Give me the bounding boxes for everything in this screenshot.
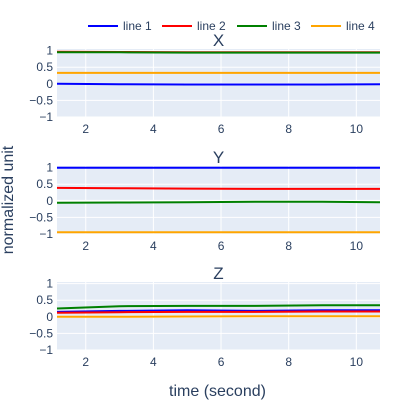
legend: line 1 line 2 line 3 line 4 xyxy=(88,19,375,33)
subplot-title-y: Y xyxy=(213,148,224,167)
y-tick-label: −1 xyxy=(39,227,53,241)
series-line-z-line-4 xyxy=(57,315,380,318)
y-tick-label: −1 xyxy=(39,343,53,357)
y-tick-label: 0 xyxy=(46,194,53,208)
y-tick-label: −1 xyxy=(39,110,53,124)
y-axis-title: normalized unit xyxy=(0,145,17,254)
series-line-y-line-3 xyxy=(56,200,381,204)
legend-label: line 3 xyxy=(272,19,301,33)
x-tick-label: 8 xyxy=(285,239,292,253)
subplot-x: 2 4 6 8 10 1 0.5 0 −0.5 −1 X xyxy=(29,31,381,136)
y-tick-label: 1 xyxy=(46,161,53,175)
legend-item-line-4: line 4 xyxy=(311,19,375,33)
x-tick-label: 6 xyxy=(218,122,225,136)
y-tick-label: 1 xyxy=(46,277,53,291)
x-tick-label: 10 xyxy=(350,355,364,369)
subplot-z: 2 4 6 8 10 1 0.5 0 −0.5 −1 Z xyxy=(29,264,380,369)
x-tick-label: 10 xyxy=(350,122,364,136)
series-line-z-line-3 xyxy=(56,304,380,310)
subplot-title-x: X xyxy=(213,31,224,50)
y-tick-label: 0 xyxy=(46,77,53,91)
x-axis-title: time (second) xyxy=(169,383,266,400)
y-tick-label: 1 xyxy=(46,44,53,58)
x-tick-label: 8 xyxy=(285,355,292,369)
legend-label: line 4 xyxy=(346,19,375,33)
x-tick-label: 2 xyxy=(82,239,89,253)
x-tick-label: 2 xyxy=(82,355,89,369)
x-tick-label: 10 xyxy=(350,239,364,253)
legend-label: line 1 xyxy=(123,19,152,33)
x-tick-label: 6 xyxy=(218,355,225,369)
x-tick-label: 4 xyxy=(150,122,157,136)
y-tick-label: 0.5 xyxy=(36,293,53,307)
y-tick-label: 0.5 xyxy=(36,60,53,74)
subplot-y: 2 4 6 8 10 1 0.5 0 −0.5 −1 Y xyxy=(29,148,381,253)
legend-label: line 2 xyxy=(197,19,226,33)
series-line-z-line-1 xyxy=(56,309,380,313)
y-tick-label: −0.5 xyxy=(29,210,53,224)
x-tick-label: 6 xyxy=(218,239,225,253)
series-line-x-line-1 xyxy=(56,82,381,86)
legend-item-line-3: line 3 xyxy=(237,19,301,33)
x-tick-label: 2 xyxy=(82,122,89,136)
y-tick-label: −0.5 xyxy=(29,93,53,107)
legend-item-line-2: line 2 xyxy=(162,19,226,33)
y-tick-label: 0 xyxy=(46,310,53,324)
series-line-z-line-2 xyxy=(56,310,380,314)
series-line-y-line-2 xyxy=(56,186,380,190)
x-tick-label: 4 xyxy=(150,355,157,369)
subplot-title-z: Z xyxy=(213,264,223,283)
y-tick-label: 0.5 xyxy=(36,177,53,191)
y-tick-label: −0.5 xyxy=(29,326,53,340)
legend-item-line-1: line 1 xyxy=(88,19,152,33)
x-tick-label: 8 xyxy=(285,122,292,136)
x-tick-label: 4 xyxy=(150,239,157,253)
